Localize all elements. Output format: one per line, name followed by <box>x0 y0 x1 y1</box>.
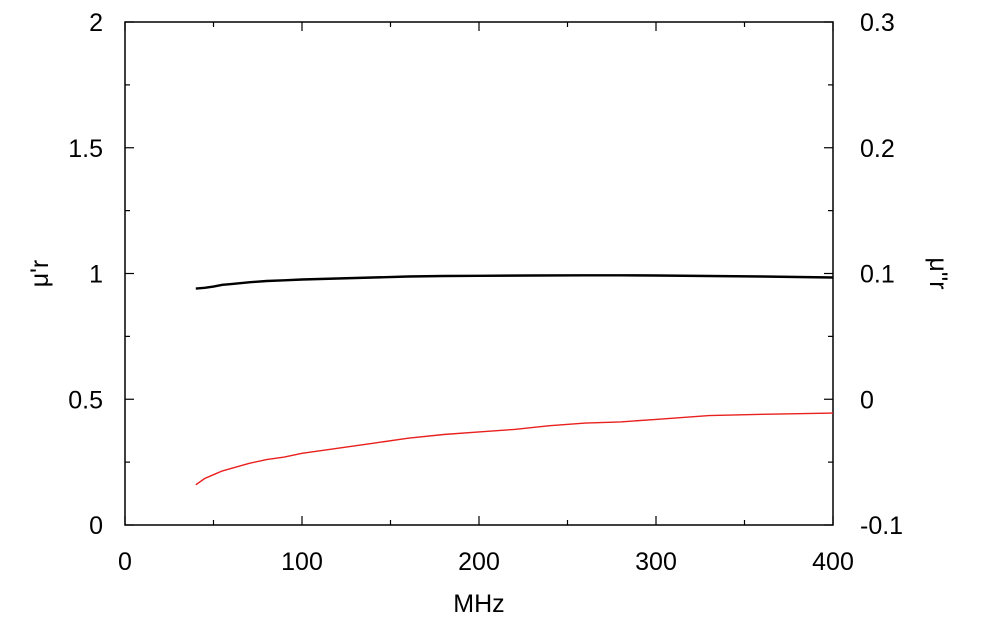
y-left-tick-label: 0 <box>89 512 103 540</box>
y-right-tick-label: 0.1 <box>860 261 895 289</box>
plot-area <box>124 21 834 526</box>
y-right-tick-label: 0.2 <box>860 135 895 163</box>
y-left-tick-label: 2 <box>89 9 103 37</box>
y-right-tick-label: 0 <box>860 386 874 414</box>
x-tick-label: 400 <box>812 548 854 576</box>
y-right-tick-label: 0.3 <box>860 9 895 37</box>
y-left-tick-label: 1 <box>89 261 103 289</box>
ticks <box>124 21 834 526</box>
x-tick-label: 0 <box>118 548 132 576</box>
plot-frame <box>124 21 834 526</box>
y-left-tick-label: 0.5 <box>68 386 103 414</box>
x-tick-label: 100 <box>281 548 323 576</box>
x-tick-label: 300 <box>635 548 677 576</box>
x-tick-label: 200 <box>458 548 500 576</box>
series-line-right <box>195 412 834 486</box>
series <box>195 274 834 486</box>
tick-labels: 0 100 200 300 400 0 0.5 1 1.5 2 -0.1 0 0.1 0.2 0.3 <box>68 9 903 576</box>
series-line-left <box>195 274 834 290</box>
y-axis-label-right: μ''r <box>924 257 952 289</box>
y-right-tick-label: -0.1 <box>860 512 903 540</box>
x-axis-label: MHz <box>453 590 504 618</box>
y-axis-label-left: μ'r <box>26 260 54 288</box>
y-left-tick-label: 1.5 <box>68 135 103 163</box>
